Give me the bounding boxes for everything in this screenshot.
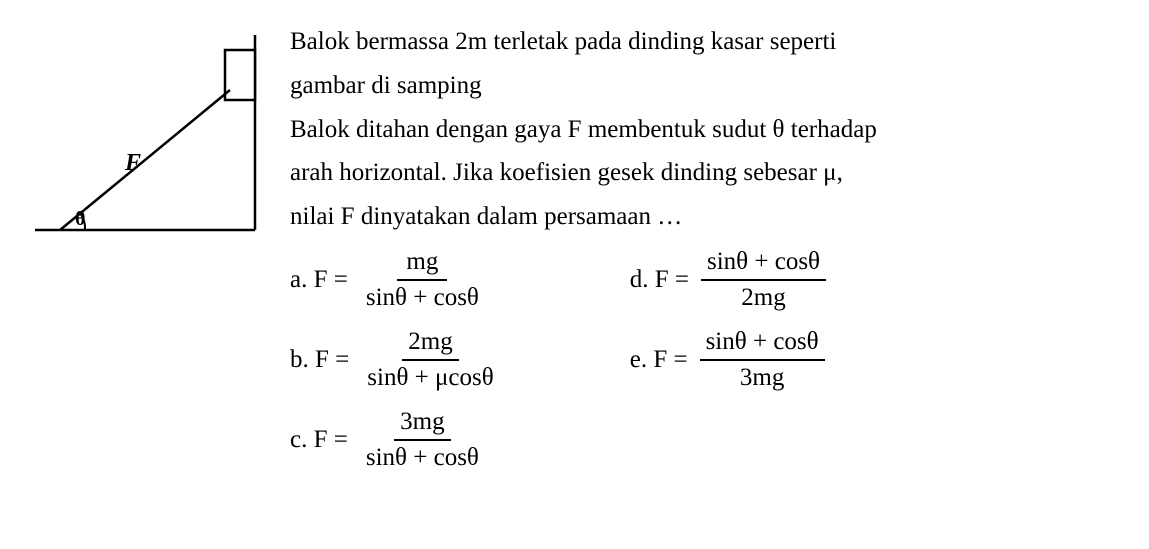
prompt-text: Balok bermassa 2m terletak pada dinding … bbox=[290, 20, 1119, 239]
angle-label: θ bbox=[75, 208, 85, 230]
prompt-line-4: arah horizontal. Jika koefisien gesek di… bbox=[290, 151, 1119, 195]
option-c-fraction: 3mg sinθ + cosθ bbox=[360, 407, 485, 473]
option-e-fraction: sinθ + cosθ 3mg bbox=[700, 327, 825, 393]
options-column-left: a. F = mg sinθ + cosθ b. F = 2mg sinθ + … bbox=[290, 247, 500, 473]
option-a-numerator: mg bbox=[397, 247, 447, 281]
option-b-fraction: 2mg sinθ + μcosθ bbox=[361, 327, 499, 393]
option-c-numerator: 3mg bbox=[394, 407, 450, 441]
options-column-right: d. F = sinθ + cosθ 2mg e. F = sinθ + cos… bbox=[630, 247, 826, 473]
option-e-label: e. F = bbox=[630, 346, 688, 374]
problem-content: Balok bermassa 2m terletak pada dinding … bbox=[290, 20, 1119, 529]
option-d-fraction: sinθ + cosθ 2mg bbox=[701, 247, 826, 313]
force-label: F bbox=[124, 150, 141, 176]
option-d-numerator: sinθ + cosθ bbox=[701, 247, 826, 281]
option-b-label: b. F = bbox=[290, 346, 349, 374]
option-d: d. F = sinθ + cosθ 2mg bbox=[630, 247, 826, 313]
option-a-label: a. F = bbox=[290, 266, 348, 294]
option-c-label: c. F = bbox=[290, 426, 348, 454]
option-b-denominator: sinθ + μcosθ bbox=[361, 361, 499, 393]
option-c-denominator: sinθ + cosθ bbox=[360, 441, 485, 473]
prompt-line-3: Balok ditahan dengan gaya F membentuk su… bbox=[290, 108, 1119, 152]
option-a-denominator: sinθ + cosθ bbox=[360, 281, 485, 313]
option-d-label: d. F = bbox=[630, 266, 689, 294]
physics-diagram: F θ bbox=[30, 25, 270, 255]
prompt-line-1: Balok bermassa 2m terletak pada dinding … bbox=[290, 20, 1119, 64]
option-c: c. F = 3mg sinθ + cosθ bbox=[290, 407, 500, 473]
option-d-denominator: 2mg bbox=[735, 281, 791, 313]
prompt-line-2: gambar di samping bbox=[290, 64, 1119, 108]
option-b: b. F = 2mg sinθ + μcosθ bbox=[290, 327, 500, 393]
option-b-numerator: 2mg bbox=[402, 327, 458, 361]
option-e-denominator: 3mg bbox=[734, 361, 790, 393]
option-a-fraction: mg sinθ + cosθ bbox=[360, 247, 485, 313]
option-a: a. F = mg sinθ + cosθ bbox=[290, 247, 500, 313]
option-e-numerator: sinθ + cosθ bbox=[700, 327, 825, 361]
answer-options: a. F = mg sinθ + cosθ b. F = 2mg sinθ + … bbox=[290, 247, 1119, 473]
option-e: e. F = sinθ + cosθ 3mg bbox=[630, 327, 826, 393]
prompt-line-5: nilai F dinyatakan dalam persamaan … bbox=[290, 195, 1119, 239]
